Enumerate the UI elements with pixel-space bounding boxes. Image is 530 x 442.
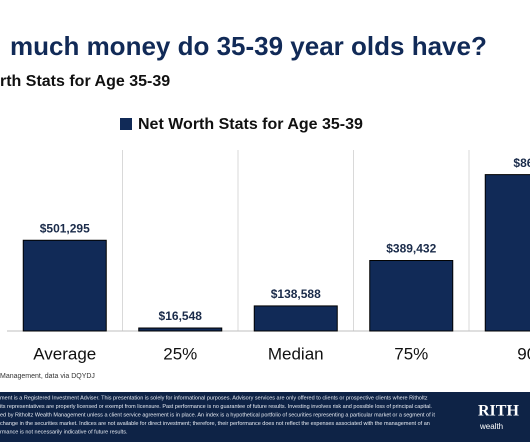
- x-tick-label: 25%: [163, 344, 197, 363]
- bar: [484, 174, 530, 332]
- logo: RITH: [478, 403, 519, 420]
- value-label: $389,432: [386, 242, 436, 256]
- value-label: $138,588: [271, 287, 321, 301]
- bar: [22, 239, 107, 332]
- source: Management, data via DQYDJ: [0, 373, 95, 380]
- disclaimer-line: change in the securities market. Indices…: [0, 421, 430, 427]
- x-tick-label: Median: [268, 344, 324, 363]
- disclaimer-line: ed by Ritholtz Wealth Management unless …: [0, 412, 435, 418]
- value-label: $501,295: [40, 221, 90, 235]
- chart-title: much money do 35-39 year olds have?: [10, 31, 487, 61]
- legend-label: Net Worth Stats for Age 35-39: [138, 116, 363, 133]
- value-label: $864: [513, 156, 530, 170]
- bar: [253, 305, 338, 332]
- x-tick-label: 75%: [394, 344, 428, 363]
- x-tick-label: Average: [33, 344, 96, 363]
- legend-swatch: [120, 118, 132, 130]
- x-tick-label: 90: [517, 344, 530, 363]
- footer-band: [0, 392, 530, 442]
- disclaimer-line: rmance is not necessarily indicative of …: [0, 429, 128, 435]
- chart-subtitle: rth Stats for Age 35-39: [0, 73, 170, 90]
- disclaimer-line: its representatives are properly license…: [0, 404, 432, 410]
- bar: [138, 327, 223, 332]
- value-label: $16,548: [159, 309, 203, 323]
- logo-sub: wealth: [479, 422, 503, 431]
- bar: [369, 260, 454, 332]
- disclaimer-line: ment is a Registered Investment Adviser.…: [0, 395, 428, 401]
